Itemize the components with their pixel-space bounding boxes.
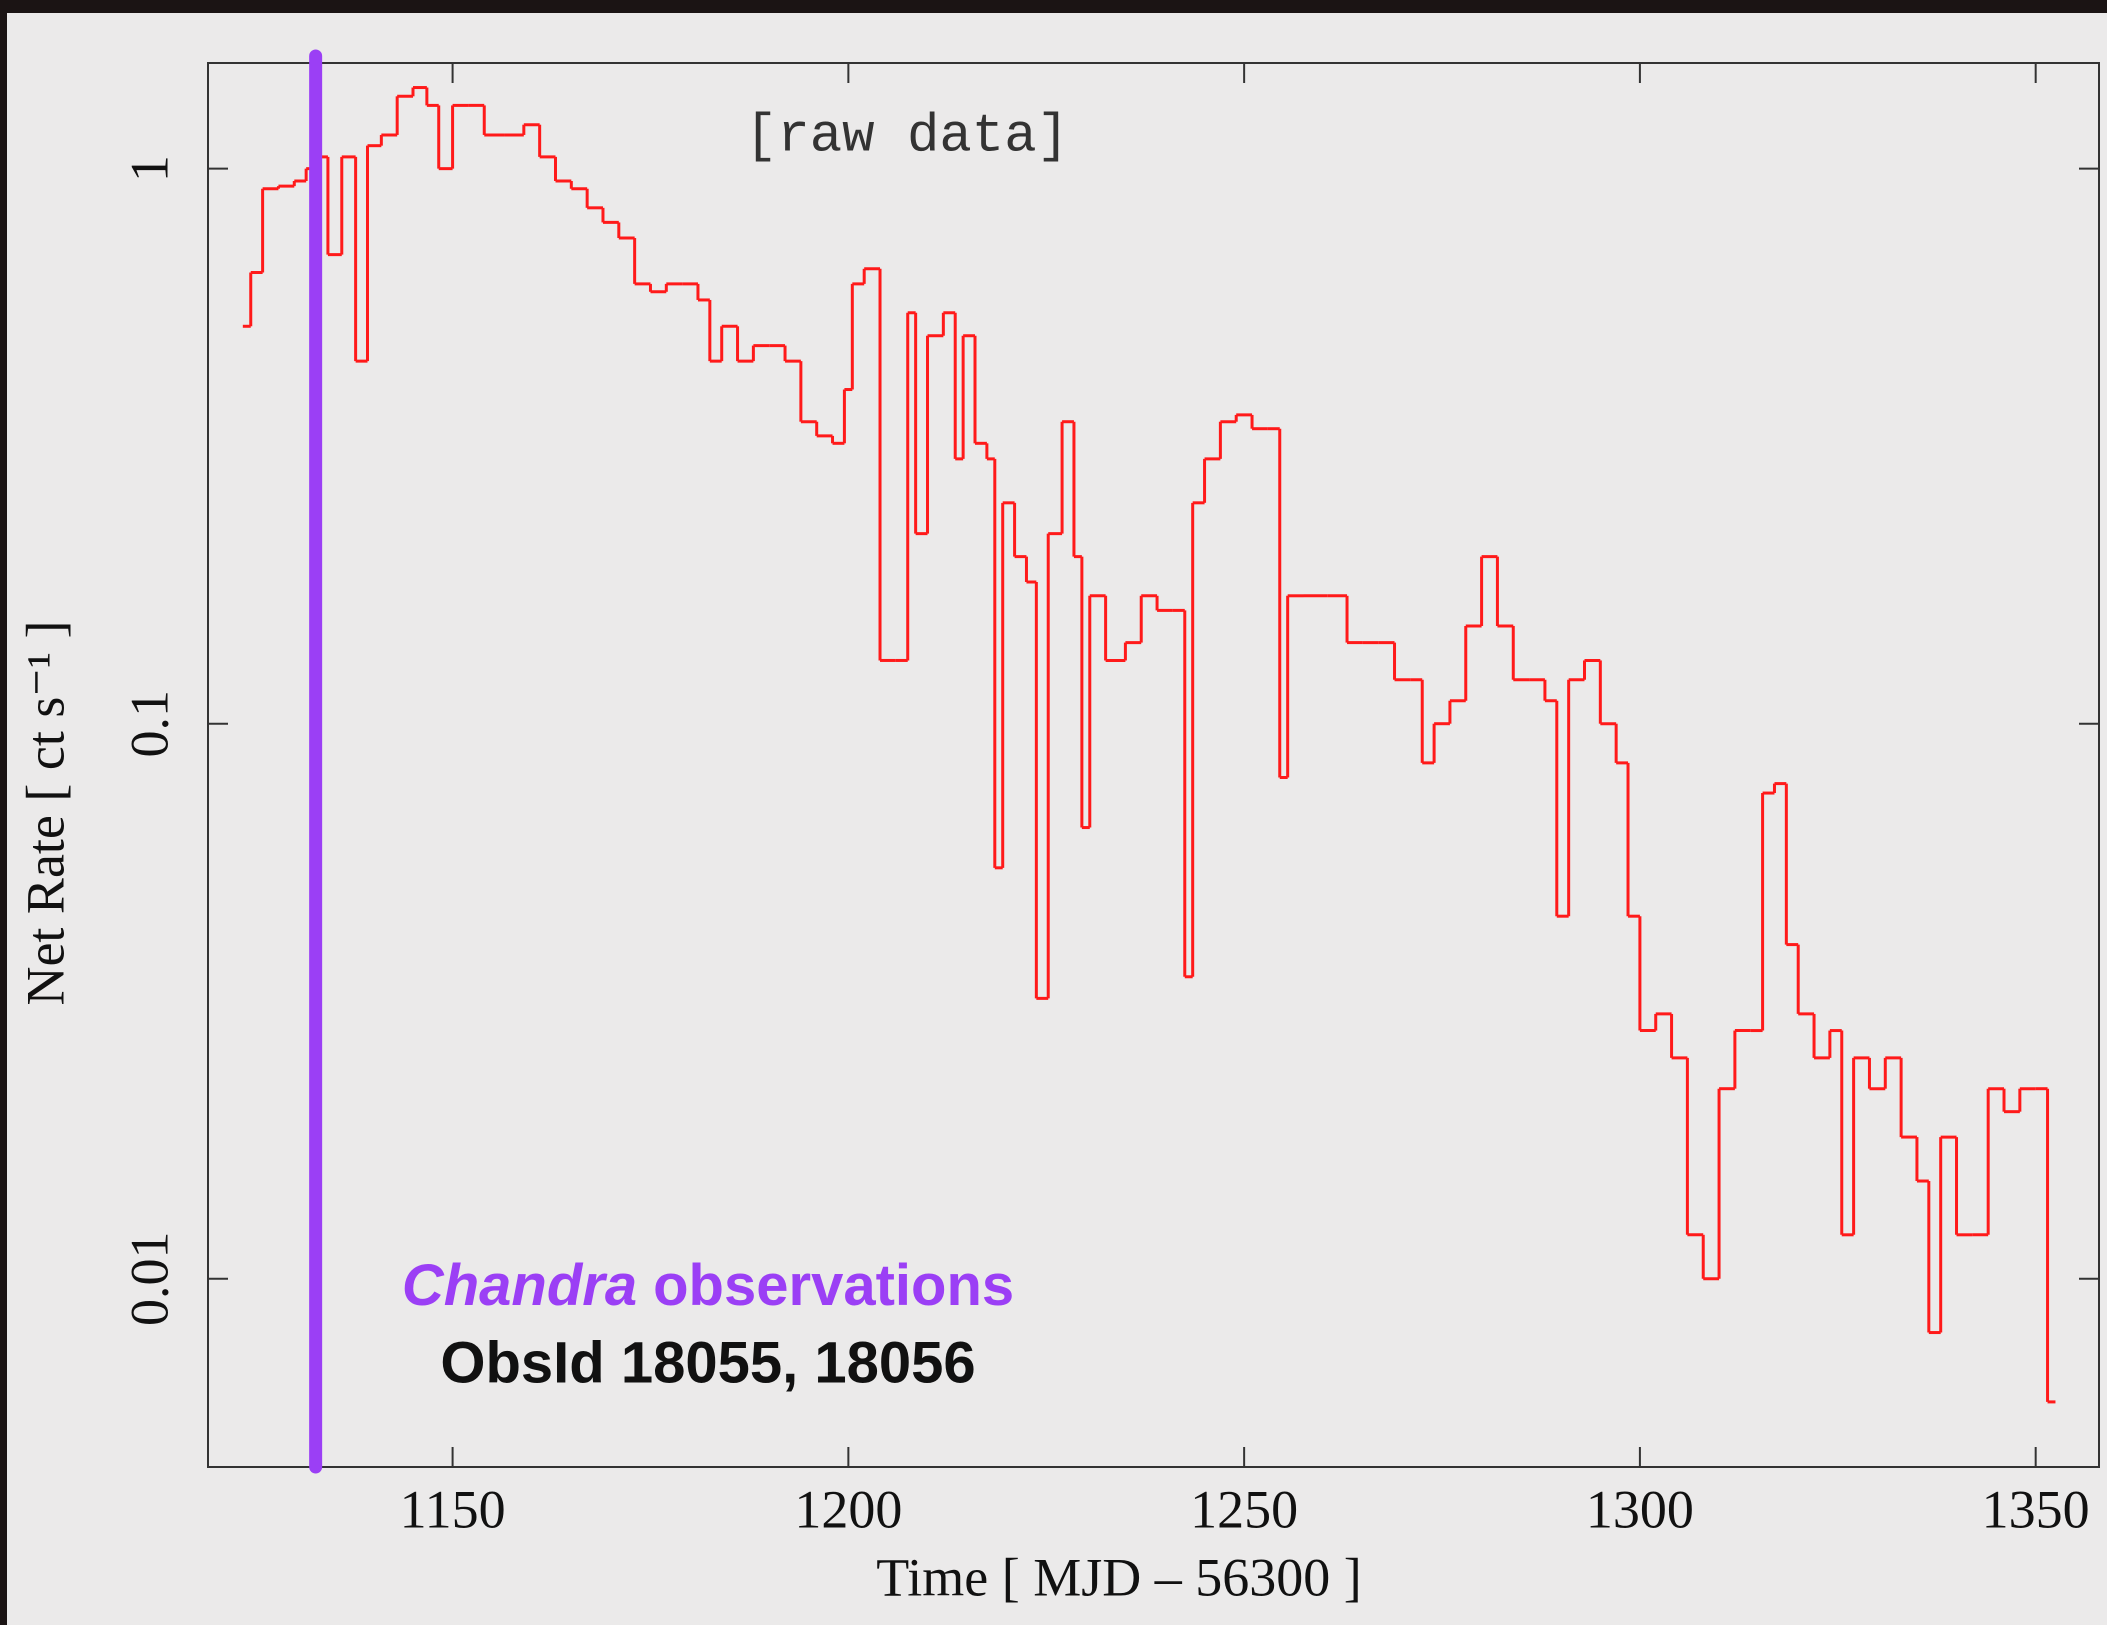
x-tick-label: 1350 [1982, 1479, 2090, 1539]
x-tick-label: 1250 [1190, 1479, 1298, 1539]
annotation: ObsId 18055, 18056 [440, 1330, 975, 1395]
annotation: Chandra observations [402, 1253, 1014, 1318]
y-tick-label: 1 [119, 155, 179, 182]
y-axis-title: Net Rate [ ct s⁻¹ ] [15, 620, 75, 1005]
annotation-italic: Chandra [402, 1253, 637, 1318]
x-tick-label: 1300 [1586, 1479, 1694, 1539]
annotation: [raw data] [745, 106, 1069, 167]
y-tick-label: 0.1 [119, 690, 179, 758]
plot-frame [207, 62, 2100, 1468]
x-axis-title: Time [ MJD – 56300 ] [876, 1547, 1362, 1607]
y-tick-label: 0.01 [119, 1232, 179, 1327]
x-tick-label: 1200 [794, 1479, 902, 1539]
x-tick-label: 1150 [400, 1479, 506, 1539]
annotation-text: observations [653, 1253, 1014, 1318]
